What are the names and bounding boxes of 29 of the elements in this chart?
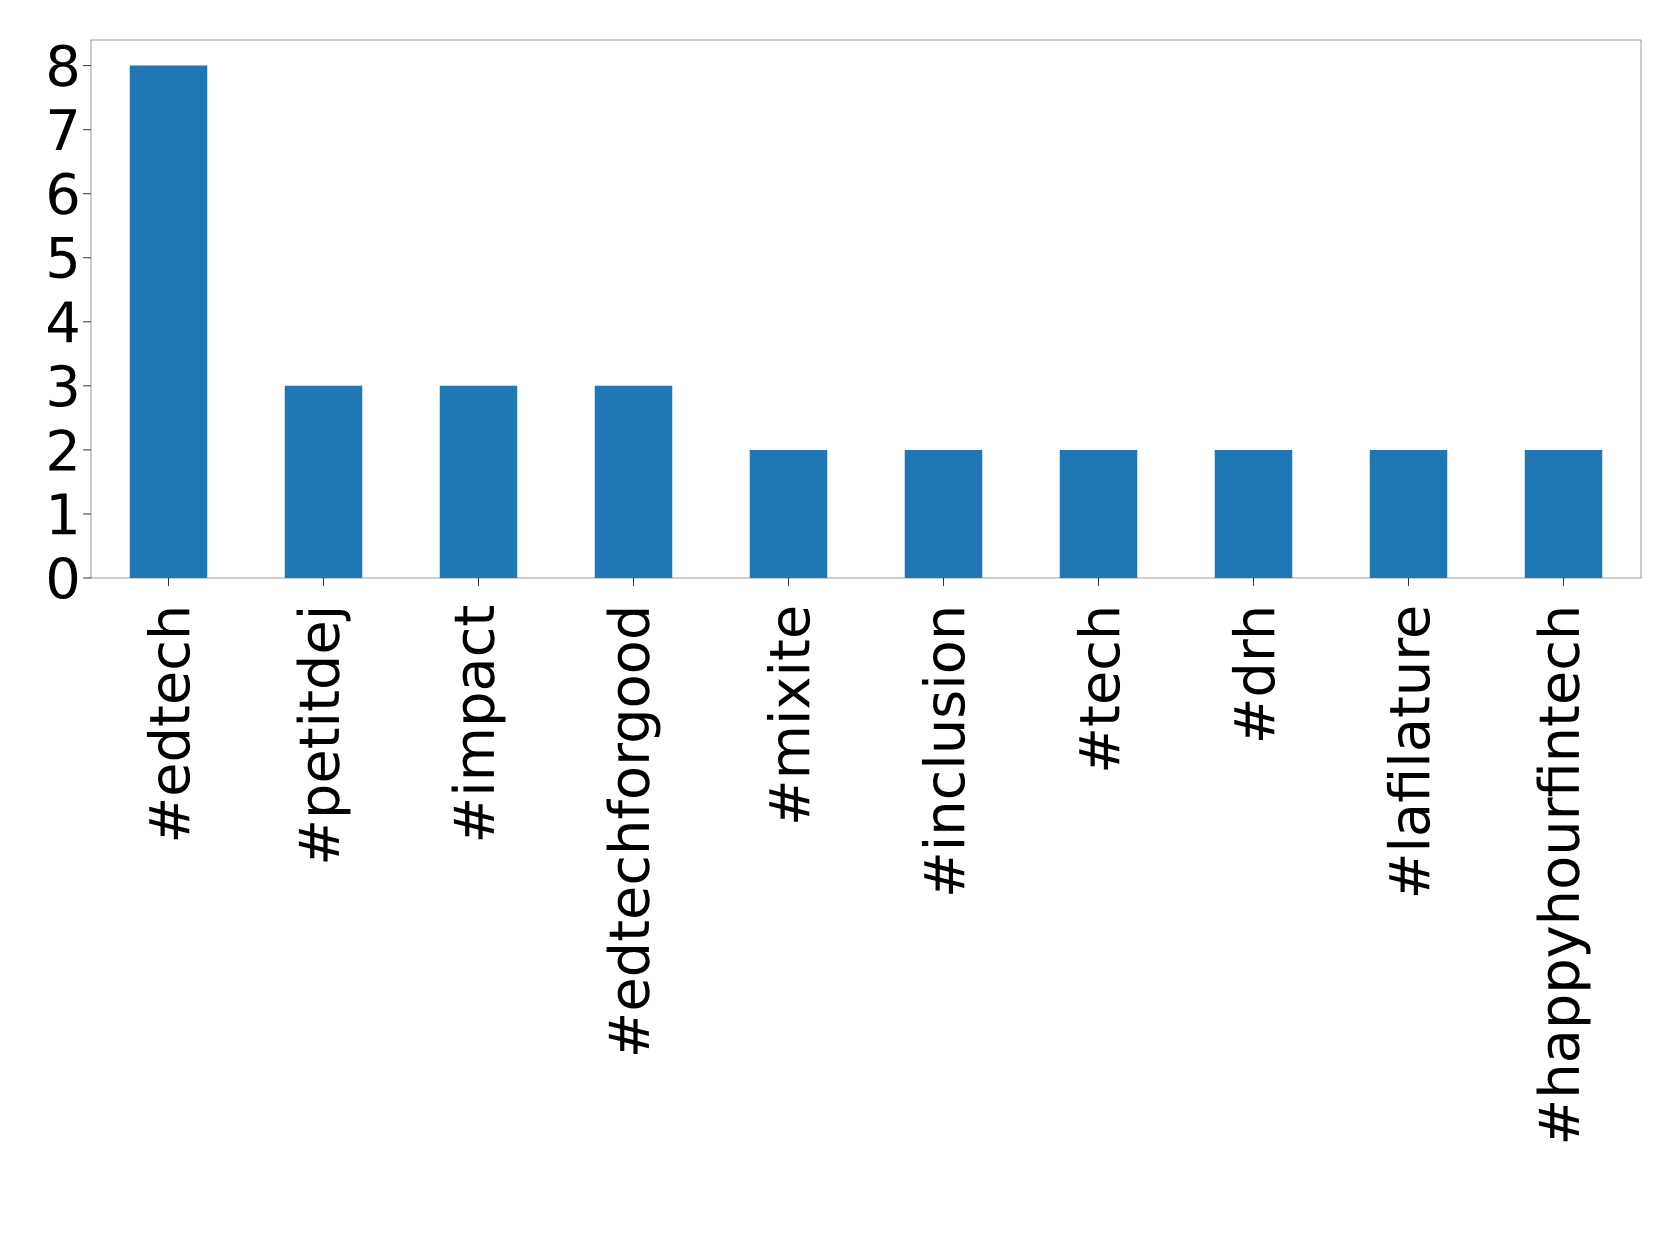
x-tick-label: #petitdej <box>296 610 351 862</box>
y-tick-label: 3 <box>49 364 77 407</box>
x-tick-label: #tech <box>1076 609 1121 770</box>
bar <box>594 385 673 578</box>
bar <box>1369 449 1448 578</box>
x-tick-label: #happyhourfintech <box>1536 609 1591 1142</box>
bar <box>284 385 363 578</box>
x-tick-label: #lafilature <box>1386 607 1431 896</box>
bar <box>439 385 518 578</box>
bar <box>904 449 983 578</box>
y-tick-label: 1 <box>51 493 76 535</box>
bar <box>1059 449 1138 578</box>
x-tick-label: #inclusion <box>921 609 966 894</box>
y-tick-label: 7 <box>49 109 77 150</box>
y-tick-label: 6 <box>49 172 78 215</box>
x-tick-label: #impact <box>451 606 506 840</box>
y-tick-label: 0 <box>48 556 78 600</box>
bar <box>129 65 208 578</box>
bar <box>749 449 828 578</box>
y-tick-label: 8 <box>49 44 77 87</box>
x-tick-label: #drh <box>1231 609 1276 740</box>
y-tick-label: 5 <box>49 237 76 279</box>
y-tick-label: 4 <box>48 301 78 343</box>
x-tick-label: #edtechforgood <box>606 609 661 1055</box>
x-tick-label: #edtech <box>146 609 191 840</box>
y-tick-label: 2 <box>49 429 76 471</box>
x-tick-label: #mixite <box>766 607 811 822</box>
bar <box>1214 449 1293 578</box>
bar <box>1524 449 1603 578</box>
